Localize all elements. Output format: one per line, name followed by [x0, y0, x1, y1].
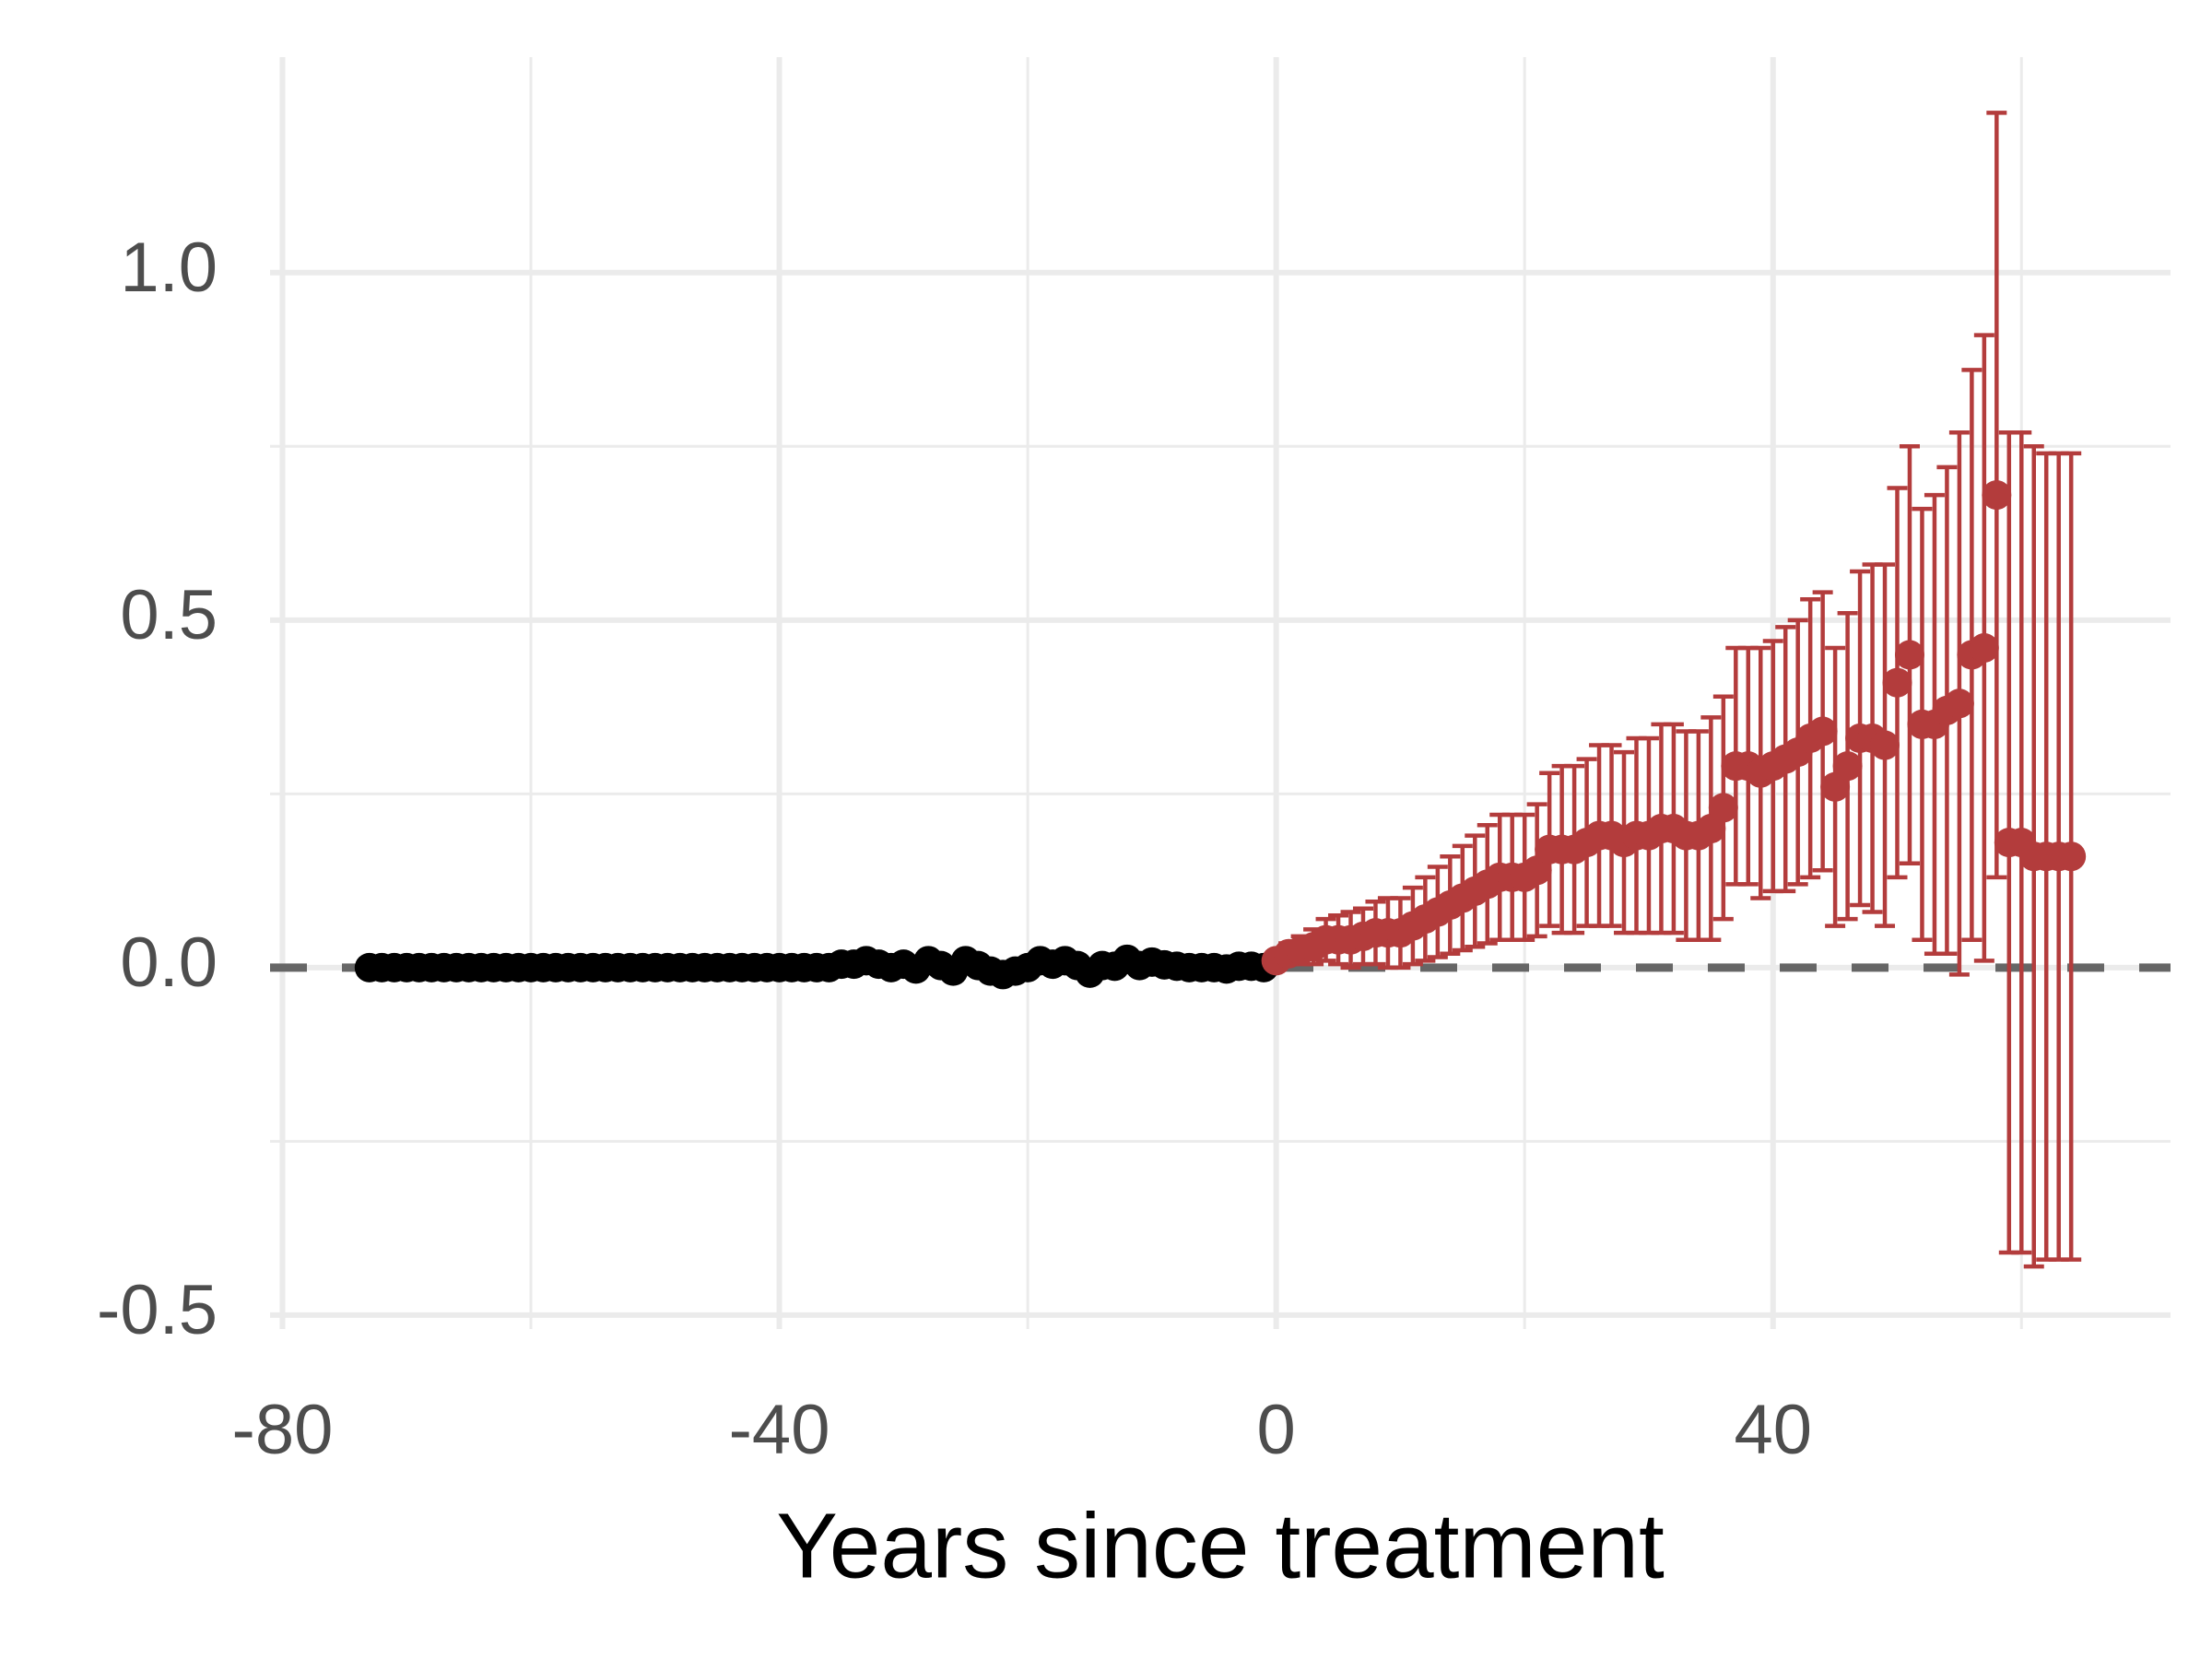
point: [1982, 480, 2012, 511]
point: [1832, 751, 1863, 782]
x-tick-label: -80: [232, 1391, 334, 1469]
y-tick-label: 1.0: [120, 229, 218, 307]
point: [2056, 841, 2087, 872]
x-axis-title: Years since treatment: [776, 1494, 1665, 1597]
y-tick-label: 0.0: [120, 924, 218, 1002]
point: [1807, 716, 1838, 747]
x-tick-label: 40: [1734, 1391, 1812, 1469]
point: [1969, 632, 1999, 663]
point: [1882, 667, 1912, 698]
y-tick-label: -0.5: [97, 1271, 218, 1349]
point: [1708, 793, 1738, 823]
x-tick-label: 0: [1257, 1391, 1296, 1469]
point: [1870, 730, 1900, 760]
point: [1944, 688, 1974, 719]
y-tick-label: 0.5: [120, 576, 218, 654]
point: [1894, 640, 1924, 670]
x-tick-label: -40: [729, 1391, 830, 1469]
